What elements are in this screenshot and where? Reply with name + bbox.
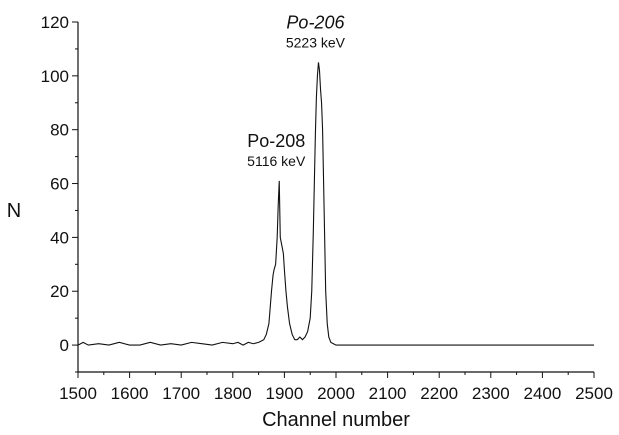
peak-label-energy: 5116 keV	[247, 153, 306, 169]
y-tick-label: 100	[41, 67, 69, 86]
x-tick-label: 2100	[369, 384, 407, 403]
peak-label-energy: 5223 keV	[286, 34, 346, 50]
x-tick-label: 1900	[265, 384, 303, 403]
x-tick-label: 2000	[317, 384, 355, 403]
y-tick-label: 120	[41, 13, 69, 32]
y-axis-title: N	[7, 200, 21, 222]
annotations: Po-208 5116 keV Po-206 5223 keV	[247, 12, 346, 168]
x-axis-title: Channel number	[262, 409, 410, 431]
x-tick-label: 1600	[111, 384, 149, 403]
x-tick-label: 1800	[214, 384, 252, 403]
axes	[77, 22, 594, 373]
peak-label-name: Po-206	[286, 12, 345, 32]
y-tick-label: 40	[50, 228, 69, 247]
y-tick-label: 60	[50, 175, 69, 194]
tick-labels: 1500 1600 1700 1800 1900 2000 2100 2200 2300 2400…	[41, 13, 613, 403]
y-tick-label: 20	[50, 282, 69, 301]
x-tick-label: 2200	[420, 384, 458, 403]
y-tick-label: 80	[50, 121, 69, 140]
peak-label-name: Po-208	[247, 131, 305, 151]
x-tick-label: 2400	[523, 384, 561, 403]
ticks	[72, 21, 595, 378]
x-tick-label: 1700	[162, 384, 200, 403]
y-tick-label: 0	[60, 336, 69, 355]
x-tick-label: 1500	[59, 384, 97, 403]
x-tick-label: 2500	[575, 384, 613, 403]
x-tick-label: 2300	[472, 384, 510, 403]
series-line	[77, 62, 594, 346]
